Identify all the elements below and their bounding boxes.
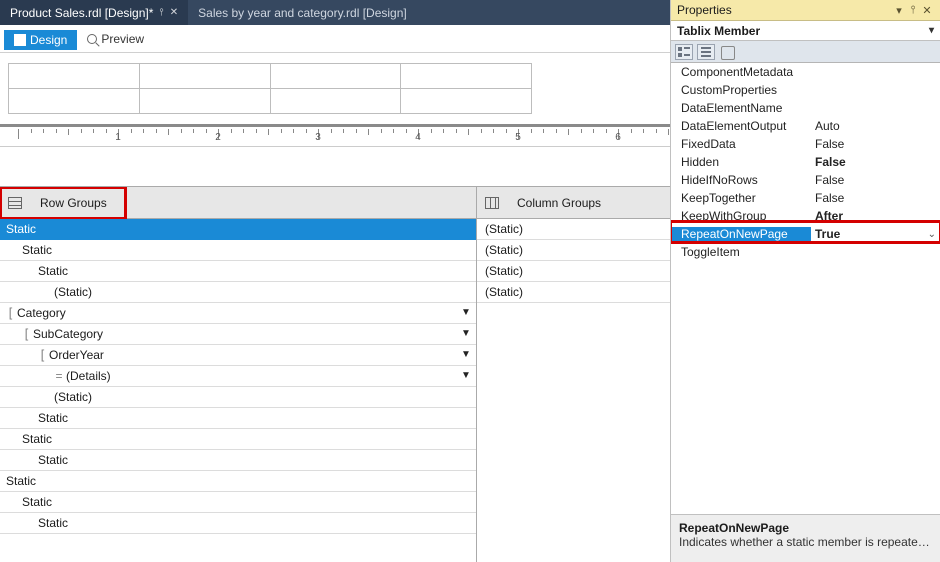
pin-icon[interactable]: ⫯ — [159, 7, 163, 18]
design-area: Product Sales.rdl [Design]* ⫯ ✕ Sales by… — [0, 0, 671, 562]
close-icon[interactable]: ✕ — [170, 7, 178, 18]
property-row[interactable]: HideIfNoRowsFalse — [671, 171, 940, 189]
desc-text: Indicates whether a static member is rep… — [679, 535, 932, 549]
row-group-item[interactable]: Static — [0, 408, 476, 429]
grouping-pane: Row Groups StaticStaticStatic(Static)[Ca… — [0, 186, 670, 562]
column-group-item[interactable]: (Static) — [477, 240, 670, 261]
properties-list[interactable]: ComponentMetadataCustomPropertiesDataEle… — [671, 63, 940, 514]
autohide-icon[interactable]: ⫯ — [906, 4, 920, 17]
column-group-item[interactable]: (Static) — [477, 261, 670, 282]
property-row[interactable]: ToggleItem — [671, 243, 940, 261]
property-row[interactable]: DataElementName — [671, 99, 940, 117]
property-row[interactable]: ComponentMetadata — [671, 63, 940, 81]
row-group-item[interactable]: Static — [0, 429, 476, 450]
row-group-item[interactable]: [OrderYear▼ — [0, 345, 476, 366]
property-row[interactable]: FixedDataFalse — [671, 135, 940, 153]
row-group-item[interactable]: [SubCategory▼ — [0, 324, 476, 345]
property-row[interactable]: KeepTogetherFalse — [671, 189, 940, 207]
chevron-down-icon: ▾ — [929, 25, 934, 36]
column-groups-tree[interactable]: (Static)(Static)(Static)(Static) — [477, 219, 670, 562]
column-group-item[interactable]: (Static) — [477, 282, 670, 303]
doc-tab-label: Product Sales.rdl [Design]* — [10, 6, 153, 20]
column-groups-title: Column Groups — [517, 196, 601, 210]
design-view-button[interactable]: Design — [4, 30, 77, 50]
column-groups-header: Column Groups — [477, 187, 670, 219]
alphabetical-icon[interactable] — [697, 44, 715, 60]
row-group-item[interactable]: [Category▼ — [0, 303, 476, 324]
document-tabstrip: Product Sales.rdl [Design]* ⫯ ✕ Sales by… — [0, 0, 670, 25]
row-groups-tree[interactable]: StaticStaticStatic(Static)[Category▼[Sub… — [0, 219, 476, 562]
row-group-item[interactable]: Static — [0, 240, 476, 261]
row-group-item[interactable]: Static — [0, 450, 476, 471]
row-group-item[interactable]: Static — [0, 492, 476, 513]
doc-tab-label: Sales by year and category.rdl [Design] — [198, 6, 407, 20]
ruler: 123456 — [0, 124, 670, 146]
property-row[interactable]: KeepWithGroupAfter — [671, 207, 940, 225]
tablix-grid[interactable] — [8, 63, 532, 114]
property-row[interactable]: RepeatOnNewPageTrue⌄ — [671, 225, 940, 243]
preview-label: Preview — [101, 32, 144, 46]
row-groups-panel: Row Groups StaticStaticStatic(Static)[Ca… — [0, 187, 477, 562]
design-icon — [14, 34, 26, 46]
rows-icon — [8, 197, 22, 209]
chevron-down-icon[interactable]: ▼ — [460, 370, 472, 382]
property-row[interactable]: CustomProperties — [671, 81, 940, 99]
preview-icon — [87, 34, 97, 44]
row-group-item[interactable]: (Static) — [0, 387, 476, 408]
property-pages-icon[interactable] — [719, 44, 737, 60]
categorized-icon[interactable] — [675, 44, 693, 60]
row-group-item[interactable]: Static — [0, 261, 476, 282]
row-group-item[interactable]: Static — [0, 513, 476, 534]
column-group-item[interactable]: (Static) — [477, 219, 670, 240]
doc-tab[interactable]: Sales by year and category.rdl [Design] — [188, 0, 417, 25]
doc-tab-active[interactable]: Product Sales.rdl [Design]* ⫯ ✕ — [0, 0, 188, 25]
row-groups-title: Row Groups — [40, 196, 107, 210]
dropdown-icon[interactable]: ▾ — [892, 4, 906, 17]
column-groups-panel: Column Groups (Static)(Static)(Static)(S… — [477, 187, 670, 562]
row-group-item[interactable]: Static — [0, 219, 476, 240]
preview-view-button[interactable]: Preview — [79, 29, 152, 49]
properties-object-selector[interactable]: Tablix Member ▾ — [671, 21, 940, 41]
properties-titlebar: Properties ▾ ⫯ ✕ — [671, 0, 940, 21]
cols-icon — [485, 197, 499, 209]
properties-toolbar — [671, 41, 940, 63]
close-icon[interactable]: ✕ — [920, 4, 934, 17]
row-group-item[interactable]: =(Details)▼ — [0, 366, 476, 387]
property-row[interactable]: HiddenFalse — [671, 153, 940, 171]
properties-panel: Properties ▾ ⫯ ✕ Tablix Member ▾ Compone… — [671, 0, 940, 562]
properties-title: Properties — [677, 3, 732, 17]
chevron-down-icon[interactable]: ⌄ — [928, 229, 936, 240]
spacer — [0, 146, 670, 186]
property-row[interactable]: DataElementOutputAuto — [671, 117, 940, 135]
chevron-down-icon[interactable]: ▼ — [460, 349, 472, 361]
desc-title: RepeatOnNewPage — [679, 521, 932, 535]
row-group-item[interactable]: (Static) — [0, 282, 476, 303]
properties-object: Tablix Member — [677, 24, 760, 38]
view-bar: Design Preview — [0, 25, 670, 53]
properties-description: RepeatOnNewPage Indicates whether a stat… — [671, 514, 940, 562]
chevron-down-icon[interactable]: ▼ — [460, 328, 472, 340]
chevron-down-icon[interactable]: ▼ — [460, 307, 472, 319]
row-group-item[interactable]: Static — [0, 471, 476, 492]
row-groups-header: Row Groups — [0, 187, 476, 219]
design-canvas[interactable] — [0, 53, 670, 118]
design-label: Design — [30, 33, 67, 47]
